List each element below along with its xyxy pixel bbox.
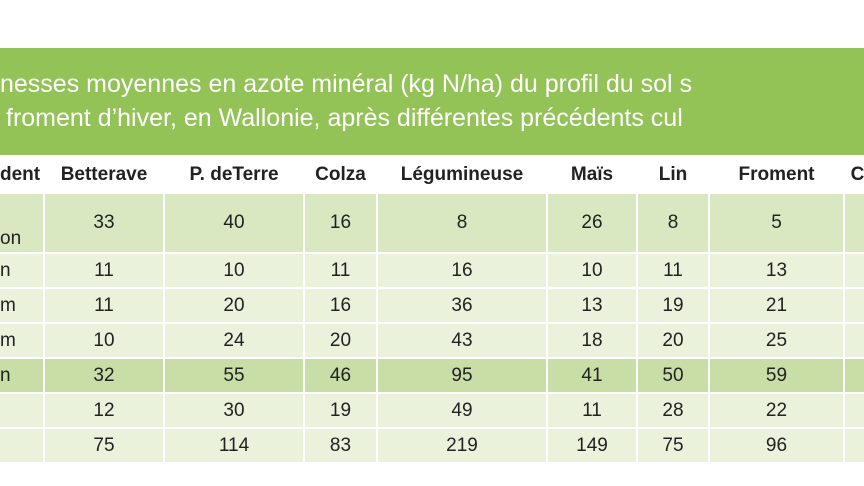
table-cell: 16: [378, 254, 546, 287]
header-cell: dent: [0, 158, 43, 192]
table-cell: 55: [165, 359, 303, 392]
table-cell: 10: [165, 254, 303, 287]
table-cell: 75: [45, 429, 163, 462]
header-cell: C: [845, 158, 864, 192]
header-row: dent Betterave P. deTerre Colza Légumineuse M…: [0, 158, 864, 192]
table-row: n 32 55 46 95 41 50 59: [0, 359, 864, 392]
table-cell: 75: [638, 429, 708, 462]
table-cell: 40: [165, 194, 303, 252]
table-cell: 96: [710, 429, 843, 462]
table-cell: 12: [45, 394, 163, 427]
table-cell: [845, 324, 864, 357]
table-row: m 11 20 16 36 13 19 21: [0, 289, 864, 322]
table-cell: 59: [710, 359, 843, 392]
header-cell: Lin: [638, 158, 708, 192]
title-line: nesses moyennes en azote minéral (kg N/h…: [0, 70, 693, 98]
table-cell: 95: [378, 359, 546, 392]
table-cell: 10: [548, 254, 636, 287]
table-cell: 16: [305, 289, 376, 322]
table-cell: 114: [165, 429, 303, 462]
table-cell: 32: [45, 359, 163, 392]
title-banner: nesses moyennes en azote minéral (kg N/h…: [0, 48, 864, 155]
row-label: m: [0, 324, 43, 357]
table-cell: 25: [710, 324, 843, 357]
table-cell: 5: [710, 194, 843, 252]
table-cell: 50: [638, 359, 708, 392]
table-cell: 19: [638, 289, 708, 322]
table-cell: 18: [548, 324, 636, 357]
table-cell: 83: [305, 429, 376, 462]
table-row: on 33 40 16 8 26 8 5: [0, 194, 864, 252]
row-label: on: [0, 194, 43, 252]
table-cell: 149: [548, 429, 636, 462]
table-cell: 21: [710, 289, 843, 322]
header-cell: Betterave: [45, 158, 163, 192]
table-cell: [845, 394, 864, 427]
table-cell: [845, 429, 864, 462]
table-row: 12 30 19 49 11 28 22: [0, 394, 864, 427]
table-cell: 28: [638, 394, 708, 427]
table-cell: 8: [638, 194, 708, 252]
title-line: froment d’hiver, en Wallonie, après diff…: [6, 104, 683, 132]
table-row: m 10 24 20 43 18 20 25: [0, 324, 864, 357]
table-cell: 20: [638, 324, 708, 357]
table-row: 75 114 83 219 149 75 96: [0, 429, 864, 462]
table-cell: 20: [305, 324, 376, 357]
table-cell: 33: [45, 194, 163, 252]
table-cell: [845, 194, 864, 252]
table-cell: 49: [378, 394, 546, 427]
table-cell: 16: [305, 194, 376, 252]
table-cell: 13: [548, 289, 636, 322]
table-cell: 11: [45, 289, 163, 322]
table-cell: 43: [378, 324, 546, 357]
row-label: [0, 394, 43, 427]
table-cell: [845, 254, 864, 287]
table-cell: 19: [305, 394, 376, 427]
table-cell: 11: [548, 394, 636, 427]
row-label: [0, 429, 43, 462]
table-cell: 36: [378, 289, 546, 322]
table-cell: 41: [548, 359, 636, 392]
table-cell: 11: [305, 254, 376, 287]
table-cell: 10: [45, 324, 163, 357]
table-cell: 46: [305, 359, 376, 392]
header-cell: P. deTerre: [165, 158, 303, 192]
table-cell: 22: [710, 394, 843, 427]
header-cell: Froment: [710, 158, 843, 192]
table-cell: 8: [378, 194, 546, 252]
row-label: n: [0, 359, 43, 392]
table-cell: [845, 359, 864, 392]
table-cell: [845, 289, 864, 322]
table-cell: 30: [165, 394, 303, 427]
header-cell: Maïs: [548, 158, 636, 192]
data-table: dent Betterave P. deTerre Colza Légumineuse M…: [0, 156, 864, 464]
header-cell: Colza: [305, 158, 376, 192]
table-cell: 11: [638, 254, 708, 287]
table-cell: 13: [710, 254, 843, 287]
table-cell: 26: [548, 194, 636, 252]
table-cell: 24: [165, 324, 303, 357]
table-cell: 219: [378, 429, 546, 462]
row-label: n: [0, 254, 43, 287]
table-row: n 11 10 11 16 10 11 13: [0, 254, 864, 287]
header-cell: Légumineuse: [378, 158, 546, 192]
row-label: m: [0, 289, 43, 322]
table-cell: 20: [165, 289, 303, 322]
table-cell: 11: [45, 254, 163, 287]
